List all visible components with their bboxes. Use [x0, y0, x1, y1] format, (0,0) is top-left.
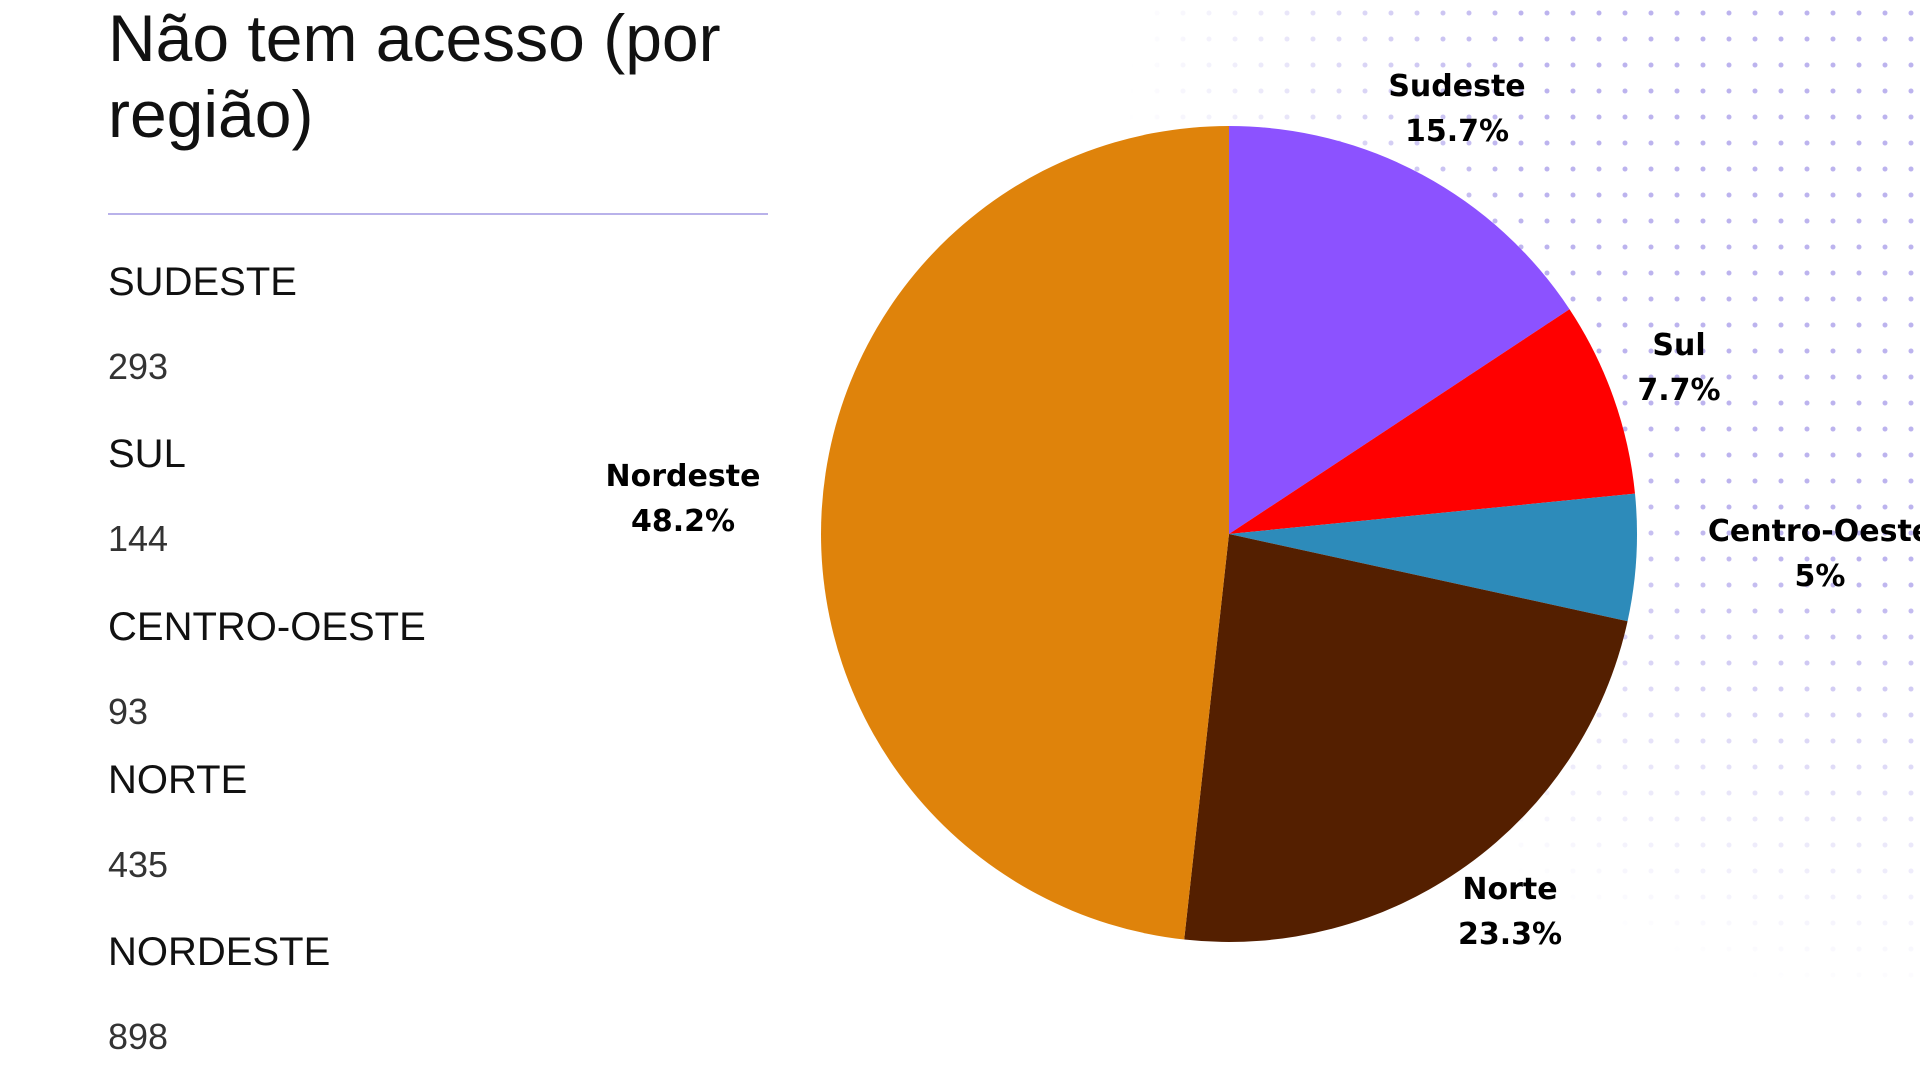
- pie-value-nordeste: 48.2%: [631, 504, 735, 539]
- pie-slice-sudeste: [1229, 126, 1570, 534]
- pie-value-norte: 23.3%: [1458, 917, 1562, 952]
- stat-value-sul: 144: [108, 518, 169, 559]
- pie-label-sul: Sul: [1652, 328, 1705, 363]
- title-divider: [108, 213, 768, 215]
- pie-slice-nordeste: [821, 126, 1229, 940]
- page-title: Não tem acesso (por região): [108, 1, 721, 151]
- pie-value-sul: 7.7%: [1637, 373, 1720, 408]
- pie-label-norte: Norte: [1462, 872, 1557, 907]
- pie-slice-centro-oeste: [1229, 493, 1637, 622]
- stat-label-sul: SUL: [108, 432, 186, 476]
- pie-label-nordeste: Nordeste: [606, 459, 761, 494]
- stat-value-sudeste: 293: [108, 346, 169, 387]
- stat-value-nordeste: 898: [108, 1016, 169, 1057]
- pie-label-sudeste: Sudeste: [1388, 69, 1525, 104]
- stat-label-nordeste: NORDESTE: [108, 930, 331, 974]
- stat-label-norte: NORTE: [108, 758, 248, 802]
- stat-label-centro-oeste: CENTRO-OESTE: [108, 605, 426, 649]
- pie-value-sudeste: 15.7%: [1405, 114, 1509, 149]
- pie-slice-norte: [1184, 534, 1628, 942]
- stat-label-sudeste: SUDESTE: [108, 260, 297, 304]
- pie-label-centro-oeste: Centro-Oeste: [1708, 514, 1920, 549]
- pie-slice-sul: [1229, 309, 1635, 534]
- pie-value-centro-oeste: 5%: [1795, 559, 1846, 594]
- stat-value-norte: 435: [108, 844, 169, 885]
- stat-value-centro-oeste: 93: [108, 691, 149, 732]
